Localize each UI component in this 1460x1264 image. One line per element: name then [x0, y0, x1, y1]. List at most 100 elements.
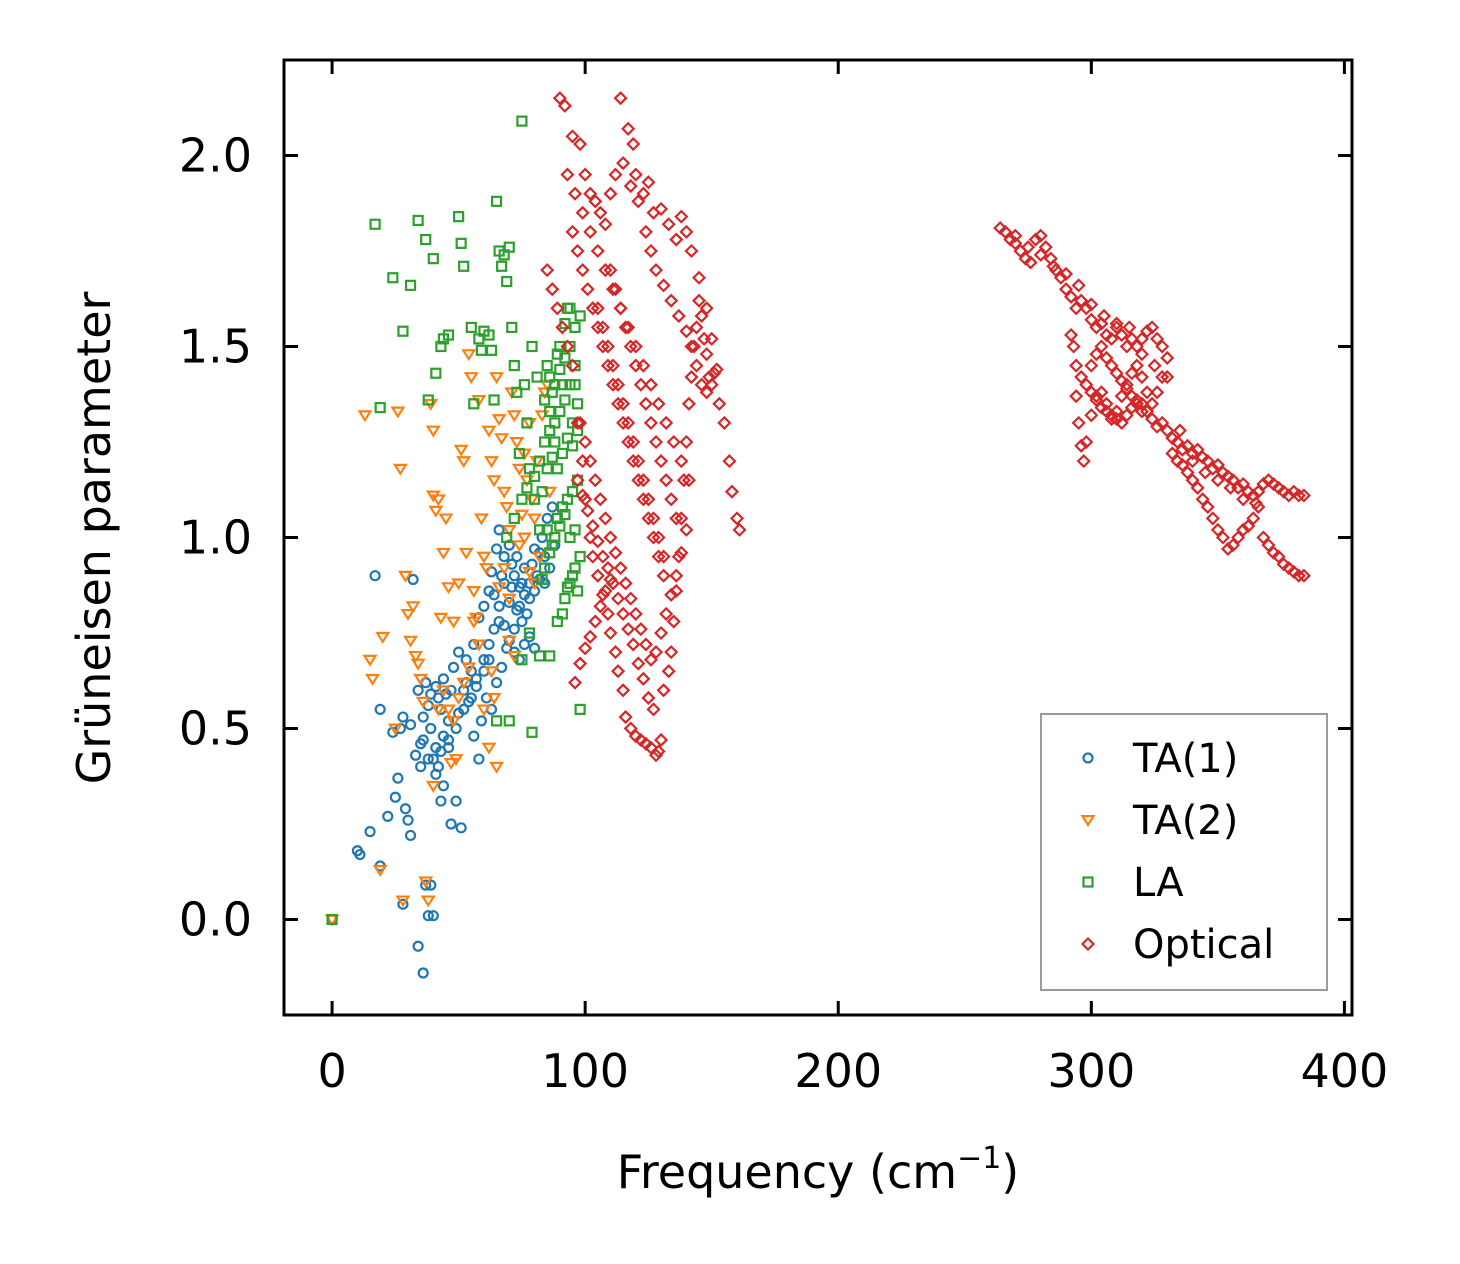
data-point [1134, 404, 1149, 419]
data-point [633, 377, 648, 392]
data-point [666, 614, 681, 629]
data-point [611, 396, 626, 411]
data-point [1296, 568, 1311, 583]
data-point [511, 386, 523, 398]
data-point [461, 349, 477, 362]
data-point [513, 447, 525, 460]
data-point [1069, 301, 1084, 316]
data-point [623, 339, 638, 354]
data-point [354, 848, 366, 861]
data-point [1104, 358, 1119, 373]
data-point [570, 473, 585, 488]
data-point [326, 913, 338, 926]
data-point [501, 275, 513, 288]
data-point [585, 518, 600, 534]
data-point [532, 551, 548, 564]
data-point [442, 734, 455, 746]
data-point [643, 740, 659, 755]
data-point [392, 463, 408, 476]
data-point [659, 415, 674, 430]
data-point [1069, 358, 1084, 373]
data-point [679, 434, 694, 450]
data-point [501, 635, 517, 648]
data-point [611, 377, 626, 392]
data-point [446, 616, 462, 629]
data-point [573, 656, 588, 671]
data-point [1220, 541, 1236, 557]
data-point [704, 377, 719, 392]
data-point [608, 167, 623, 182]
data-point [664, 587, 679, 602]
data-point [458, 260, 470, 272]
data-point [478, 600, 490, 612]
data-point [1150, 331, 1165, 346]
data-point [1069, 389, 1084, 404]
data-point [412, 214, 424, 227]
data-point [1134, 396, 1149, 411]
data-point [575, 488, 590, 503]
data-point [430, 494, 446, 507]
data-point [1058, 282, 1074, 297]
data-point [1074, 293, 1089, 308]
data-point [1089, 392, 1104, 408]
x-tick-label: 400 [1301, 1044, 1389, 1098]
data-point [608, 545, 623, 560]
data-point [1190, 442, 1205, 457]
data-point [1155, 370, 1170, 385]
data-point [628, 167, 643, 182]
data-point [1124, 389, 1139, 404]
data-point [498, 619, 510, 631]
y-tick-label: 0.5 [179, 702, 252, 756]
data-point [578, 492, 593, 507]
data-point [628, 606, 643, 621]
data-point [656, 683, 671, 698]
data-point [516, 493, 528, 505]
data-point [536, 486, 548, 498]
data-point [1246, 511, 1261, 526]
plot-frame [282, 58, 1354, 1017]
data-point [1114, 327, 1129, 343]
data-point [501, 524, 517, 537]
data-point [590, 320, 605, 335]
data-point [664, 293, 679, 308]
x-tick-label: 300 [1047, 1044, 1135, 1098]
data-point [569, 524, 581, 536]
data-point [674, 454, 689, 469]
data-point [648, 645, 664, 660]
data-point [669, 568, 684, 583]
data-point [694, 377, 709, 392]
data-point [636, 671, 651, 686]
data-point [491, 414, 507, 427]
data-point [648, 263, 664, 278]
data-point [585, 549, 600, 564]
data-point [461, 662, 477, 675]
data-point [631, 194, 646, 209]
data-point [496, 260, 508, 272]
data-point [608, 282, 623, 297]
data-point [671, 549, 686, 564]
data-point [600, 561, 615, 576]
data-point [659, 606, 674, 621]
data-point [473, 513, 489, 526]
data-point [583, 530, 598, 545]
data-point [1096, 308, 1112, 323]
data-point [498, 550, 510, 563]
data-point [1066, 339, 1081, 354]
data-point [621, 415, 636, 430]
data-point [453, 646, 465, 658]
data-point [616, 156, 631, 171]
data-point [1084, 385, 1099, 400]
data-point [417, 711, 429, 723]
data-point [390, 406, 406, 419]
data-point [441, 704, 456, 717]
data-point [1079, 301, 1094, 316]
data-point [478, 654, 490, 666]
data-point [605, 358, 621, 373]
data-point [1215, 530, 1230, 545]
data-point [1114, 373, 1129, 388]
data-point [573, 415, 588, 430]
data-point [595, 320, 610, 335]
data-point [618, 709, 633, 725]
data-point [357, 410, 373, 423]
data-point [729, 511, 745, 526]
